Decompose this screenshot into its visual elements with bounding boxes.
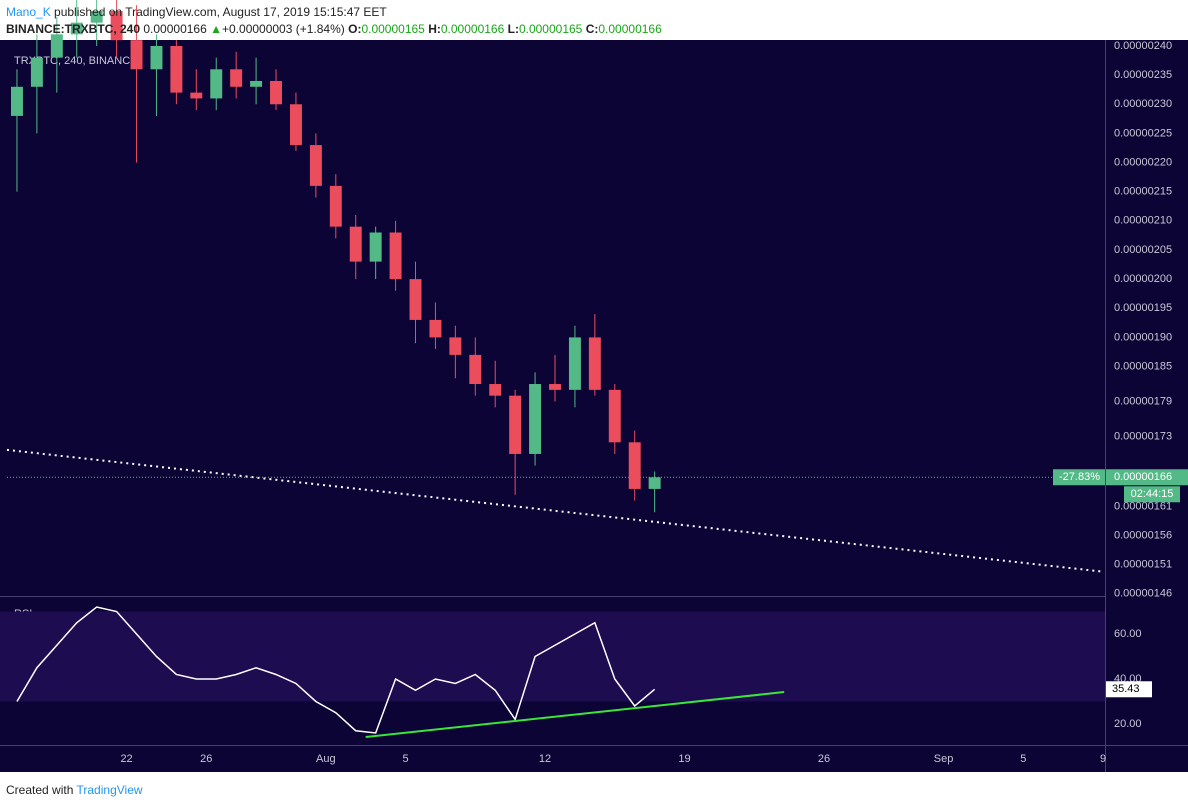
- x-tick-label: 26: [818, 753, 830, 765]
- y-tick-label: 0.00000220: [1114, 156, 1172, 168]
- y-tick-label: 0.00000173: [1114, 430, 1172, 442]
- price: 0.00000166: [143, 22, 207, 36]
- candle-body: [110, 11, 123, 41]
- candle-body: [250, 80, 263, 87]
- symbol-legend: TRXBTC, 240, BINANCE: [14, 55, 137, 67]
- rsi-value-label: 35.43: [1112, 683, 1140, 695]
- author[interactable]: Mano_K: [6, 5, 51, 19]
- change-box: [1053, 469, 1105, 486]
- candle-body: [608, 389, 621, 443]
- y-tick-label: 0.00000225: [1114, 127, 1172, 139]
- ohlc-key: O:: [348, 22, 362, 36]
- y-tick-label: 0.00000179: [1114, 395, 1172, 407]
- trendline: [6, 448, 1104, 573]
- ohlc-value: 0.00000166: [440, 22, 505, 36]
- header-line: Mano_K published on TradingView.com, Aug…: [6, 5, 387, 19]
- candle-body: [90, 11, 103, 23]
- arrow: ▲: [210, 22, 222, 36]
- candle-body: [369, 232, 382, 262]
- x-tick-label: 5: [1020, 753, 1026, 765]
- candle-body: [389, 232, 402, 280]
- ohlc-value: 0.00000165: [361, 22, 425, 36]
- candle-body: [190, 92, 203, 99]
- rsi-value-box: [1106, 681, 1152, 698]
- candle-body: [270, 80, 282, 105]
- candle-body: [10, 86, 23, 116]
- symbol: BINANCE:TRXBTC, 240: [6, 22, 141, 36]
- candle-body: [349, 226, 362, 262]
- candle-body: [210, 69, 223, 99]
- x-tick-label: 26: [200, 753, 212, 765]
- y-tick-label: 0.00000240: [1114, 40, 1172, 52]
- y-tick-label: 0.00000210: [1114, 215, 1172, 227]
- brand[interactable]: TradingView: [76, 783, 143, 797]
- x-tick-label: 22: [120, 753, 132, 765]
- ohlc-key: C:: [585, 22, 599, 36]
- countdown: 02:44:15: [1131, 488, 1174, 500]
- candle-body: [429, 319, 442, 338]
- candle-body: [469, 354, 482, 385]
- price-box: [1106, 469, 1188, 486]
- y-tick-label: 0.00000161: [1114, 500, 1172, 512]
- candle-body: [30, 57, 43, 87]
- y-tick-label: 0.00000146: [1114, 588, 1172, 600]
- y-tick-label: 0.00000151: [1114, 559, 1172, 571]
- ohlc-key: L:: [507, 22, 519, 36]
- candle-body: [449, 337, 462, 355]
- ohlc-value: 0.00000166: [598, 22, 662, 36]
- candle-body: [529, 384, 542, 454]
- candle-body: [588, 337, 601, 390]
- y-tick-label: 20.00: [1114, 718, 1142, 730]
- candle-body: [70, 22, 83, 35]
- created-with: Created with: [6, 783, 74, 797]
- candle-body: [130, 40, 143, 70]
- ohlc-key: H:: [428, 22, 441, 36]
- y-tick-label: 0.00000156: [1114, 529, 1172, 541]
- candle-body: [409, 279, 422, 320]
- x-tick-label: 5: [402, 753, 408, 765]
- candle-body: [289, 104, 302, 146]
- x-tick-label: 12: [539, 753, 551, 765]
- y-tick-label: 60.00: [1114, 628, 1142, 640]
- candle-body: [489, 384, 502, 396]
- published: published on TradingView.com, August 17,…: [50, 5, 387, 19]
- y-tick-label: 0.00000200: [1114, 273, 1172, 285]
- change: +0.00000003 (+1.84%): [222, 22, 345, 36]
- candle-body: [568, 337, 581, 390]
- y-tick-label: 0.00000185: [1114, 360, 1172, 372]
- x-tick-label: 19: [678, 753, 690, 765]
- header-quote: BINANCE:TRXBTC, 240 0.00000166 ▲+0.00000…: [6, 22, 662, 36]
- change-label: -27.83%: [1059, 471, 1100, 483]
- x-tick-label: 9: [1100, 753, 1106, 765]
- rsi-trendline: [365, 691, 785, 739]
- x-tick-label: Aug: [316, 753, 336, 765]
- candle-body: [50, 34, 63, 58]
- y-tick-label: 0.00000205: [1114, 244, 1172, 256]
- candle-body: [509, 395, 522, 454]
- candle-body: [329, 185, 342, 227]
- footer: Created with TradingView: [6, 783, 143, 797]
- y-tick-label: 0.00000235: [1114, 69, 1172, 81]
- candle-body: [648, 477, 661, 489]
- candle-body: [230, 69, 243, 87]
- candle-body: [309, 145, 322, 186]
- ohlc-value: 0.00000165: [518, 22, 583, 36]
- y-tick-label: 0.00000190: [1114, 331, 1172, 343]
- rsi-line: [16, 606, 656, 734]
- y-tick-label: 0.00000230: [1114, 98, 1172, 110]
- candle-body: [549, 384, 561, 390]
- rsi-band: [0, 611, 1105, 702]
- y-tick-label: 0.00000195: [1114, 302, 1172, 314]
- y-tick-label: 0.00000215: [1114, 186, 1172, 198]
- x-tick-label: Sep: [934, 753, 954, 765]
- candle-body: [150, 45, 163, 70]
- candle-body: [628, 442, 641, 489]
- candle-body: [170, 45, 183, 93]
- price-label: 0.00000166: [1114, 471, 1172, 483]
- countdown-box: [1124, 486, 1180, 503]
